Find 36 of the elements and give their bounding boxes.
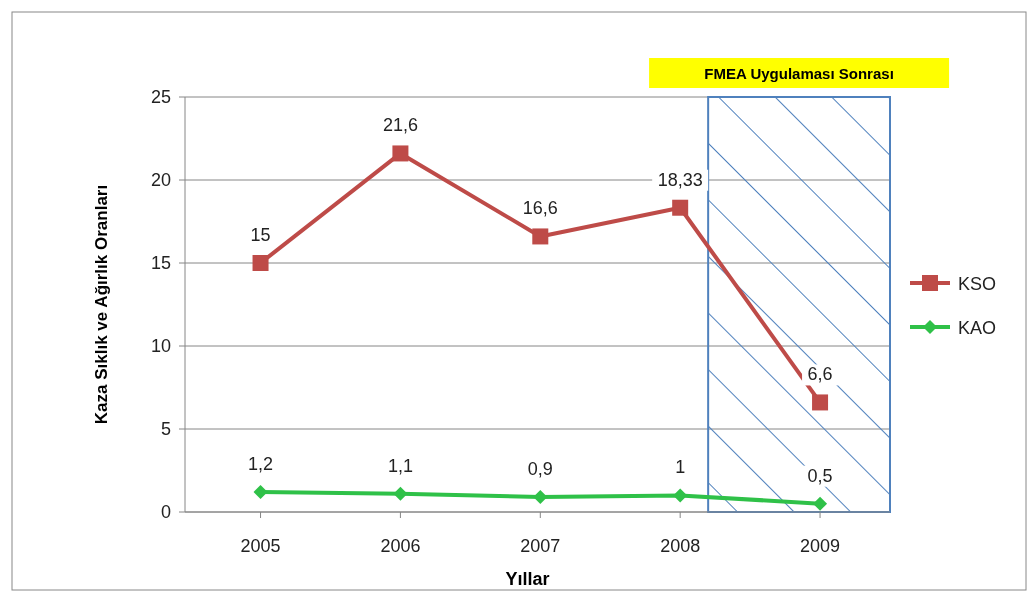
data-label: 0,9 xyxy=(527,459,553,480)
point xyxy=(813,496,828,511)
y-tick-label: 10 xyxy=(150,336,171,356)
y-tick-label: 0 xyxy=(160,502,171,522)
point xyxy=(393,486,408,501)
y-axis-title: Kaza Sıklık ve Ağırlık Oranları xyxy=(92,184,111,425)
band-label: FMEA Uygulaması Sonrası xyxy=(704,65,894,82)
data-label: 16,6 xyxy=(522,198,558,219)
data-label: 18,33 xyxy=(657,169,703,190)
point xyxy=(252,255,269,271)
legend-label: KAO xyxy=(958,318,997,338)
legend-label: KSO xyxy=(958,274,997,294)
data-label: 1,2 xyxy=(248,454,274,475)
x-tick-label: 2006 xyxy=(380,536,421,556)
x-tick-label: 2008 xyxy=(660,536,701,556)
point xyxy=(532,228,549,245)
point xyxy=(253,485,268,500)
data-label: 1 xyxy=(675,457,686,478)
data-label: 15 xyxy=(250,225,271,245)
x-tick-label: 2005 xyxy=(240,536,281,556)
x-axis-title: Yıllar xyxy=(505,569,550,589)
data-label: 0,5 xyxy=(807,465,833,486)
y-tick-label: 20 xyxy=(150,170,171,190)
data-label: 1,1 xyxy=(387,455,413,476)
point xyxy=(672,199,689,216)
x-tick-label: 2007 xyxy=(520,536,561,556)
x-tick-label: 2009 xyxy=(800,536,841,556)
point xyxy=(812,394,829,411)
data-label: 21,6 xyxy=(382,115,418,136)
data-label: 6,6 xyxy=(807,364,833,385)
y-tick-label: 15 xyxy=(150,253,171,273)
y-tick-label: 25 xyxy=(150,87,171,107)
point xyxy=(533,490,548,505)
y-tick-label: 5 xyxy=(160,419,171,439)
point xyxy=(392,145,409,162)
point xyxy=(673,488,688,503)
